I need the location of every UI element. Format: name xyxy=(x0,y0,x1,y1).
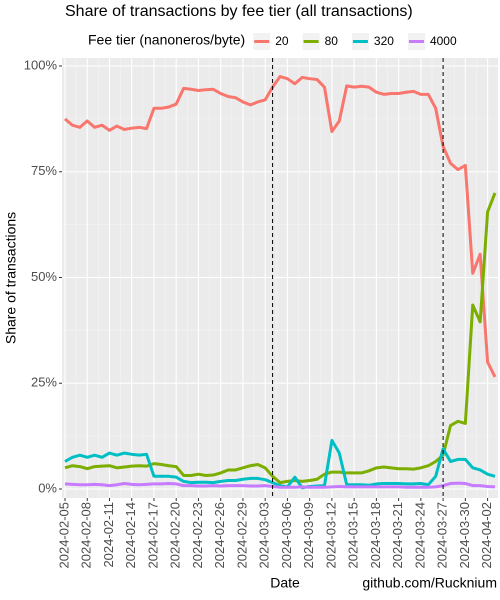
legend-label: 4000 xyxy=(430,34,457,48)
x-tick-label: 2024-03-18 xyxy=(368,502,383,569)
x-tick-label: 2024-02-23 xyxy=(190,502,205,569)
legend-label: 320 xyxy=(374,34,394,48)
y-tick-label: 25% xyxy=(31,375,57,390)
y-tick-label: 50% xyxy=(31,269,57,284)
chart-title: Share of transactions by fee tier (all t… xyxy=(65,3,413,20)
x-tick-label: 2024-02-20 xyxy=(168,502,183,569)
x-tick-label: 2024-03-15 xyxy=(346,502,361,569)
x-tick-label: 2024-03-30 xyxy=(457,502,472,568)
x-tick-label: 2024-02-05 xyxy=(56,502,71,569)
x-tick-label: 2024-03-09 xyxy=(301,502,316,569)
y-tick-label: 100% xyxy=(24,57,58,72)
y-tick-label: 75% xyxy=(31,163,57,178)
x-tick-label: 2024-03-27 xyxy=(435,502,450,569)
legend-label: 20 xyxy=(275,34,289,48)
x-tick-label: 2024-02-26 xyxy=(212,502,227,569)
series-line xyxy=(64,75,497,378)
x-tick-label: 2024-04-02 xyxy=(479,502,494,569)
x-tick-label: 2024-03-06 xyxy=(279,502,294,569)
y-axis-label: Share of transactions xyxy=(3,212,19,344)
x-tick-label: 2024-02-17 xyxy=(145,502,160,569)
y-tick-label: 0% xyxy=(38,480,57,495)
x-tick-label: 2024-03-12 xyxy=(323,502,338,569)
x-tick-label: 2024-02-14 xyxy=(123,502,138,569)
x-tick-label: 2024-03-24 xyxy=(412,502,427,569)
series-line xyxy=(64,192,497,485)
x-tick-label: 2024-03-21 xyxy=(390,502,405,569)
x-axis-label: Date xyxy=(270,575,300,591)
x-tick-label: 2024-02-29 xyxy=(234,502,249,569)
legend-label: 80 xyxy=(325,34,339,48)
x-tick-label: 2024-02-08 xyxy=(79,502,94,569)
series-line xyxy=(64,481,496,489)
legend-title: Fee tier (nanoneros/byte) xyxy=(88,32,245,48)
caption: github.com/Rucknium xyxy=(362,575,497,591)
series-line xyxy=(64,438,496,490)
x-tick-label: 2024-02-11 xyxy=(101,502,116,568)
x-tick-label: 2024-03-03 xyxy=(257,502,272,569)
